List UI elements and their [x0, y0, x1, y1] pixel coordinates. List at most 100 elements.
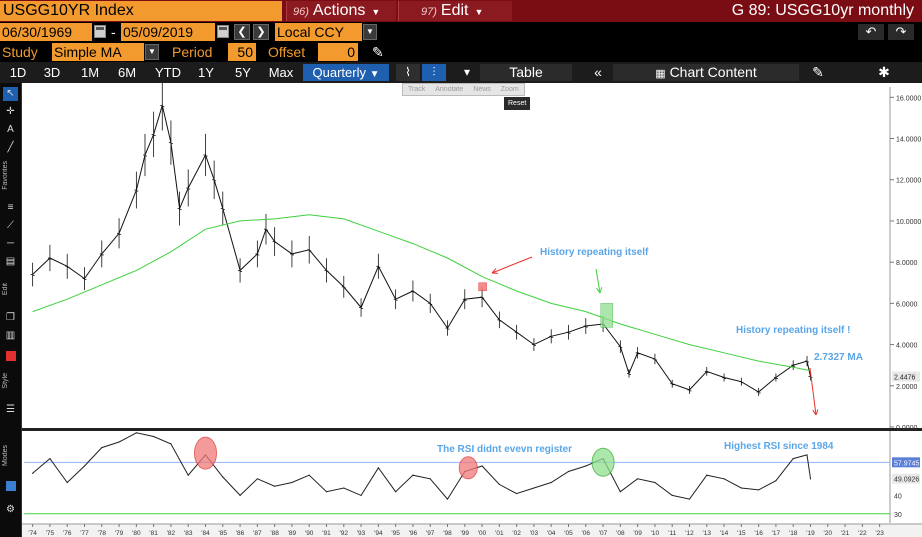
delete-icon[interactable]: ▥ — [5, 330, 16, 341]
chevron-down-icon[interactable]: ▼ — [363, 24, 377, 40]
range-button-5y[interactable]: 5Y — [235, 65, 251, 80]
annotation-highest-rsi: Highest RSI since 1984 — [724, 441, 834, 452]
crosshair-icon[interactable]: ✛ — [6, 106, 15, 117]
edit-chart-icon[interactable]: ✎ — [806, 64, 830, 81]
x-tick-label: '79 — [115, 530, 124, 537]
ticker-input[interactable]: USGG10YR Index — [0, 1, 282, 21]
x-tick-label: '09 — [633, 530, 642, 537]
chart-icon: ▦ — [655, 68, 666, 80]
study-select[interactable]: Simple MA — [52, 43, 144, 61]
period-input[interactable]: 50 — [228, 43, 256, 61]
rsi-circle-1984 — [193, 436, 217, 470]
favorites-label: Favorites — [2, 161, 9, 190]
chevron-down-icon: ▼ — [371, 7, 381, 17]
rsi-point — [809, 478, 812, 480]
copy-icon[interactable]: ❐ — [6, 312, 15, 323]
range-button-1y[interactable]: 1Y — [198, 65, 214, 80]
mode-icon[interactable] — [3, 481, 18, 495]
x-tick-label: '74 — [28, 530, 37, 537]
range-button-ytd[interactable]: YTD — [155, 65, 181, 80]
rsi-point — [792, 458, 794, 460]
pencil-icon[interactable]: ✎ — [372, 44, 384, 60]
rsi-point — [498, 483, 500, 485]
x-tick-label: '94 — [374, 530, 383, 537]
arrow-to-2000-peak — [491, 256, 533, 274]
prev-period-button[interactable]: ❮ — [234, 24, 250, 40]
chart-toolbar: 1D 3D 1M 6M YTD 1Y 5Y Max Quarterly ▼ ⌇ ⫶ ▾ Tab… — [0, 62, 922, 83]
calendar-icon[interactable] — [94, 25, 106, 38]
line-chart-icon[interactable]: ⌇ — [396, 64, 420, 81]
rsi-point — [66, 481, 68, 484]
frequency-select[interactable]: Quarterly ▼ — [303, 64, 389, 81]
price-and-rsi-chart[interactable]: 16.0000 14.0000 12.0000 10.0000 8.0000 6.0000… — [22, 83, 922, 537]
rsi-y-tick-label: 49.0926 — [894, 477, 919, 484]
x-tick-label: '21 — [841, 530, 850, 537]
next-period-button[interactable]: ❯ — [253, 24, 269, 40]
arrow-down-forecast — [809, 367, 817, 416]
fibonacci-icon[interactable]: ≡ — [7, 202, 14, 213]
highlight-box-2000 — [478, 282, 487, 292]
track-mode-button[interactable]: Track — [408, 86, 426, 93]
table-button[interactable]: Table — [480, 64, 572, 81]
zoom-mode-button[interactable]: Zoom — [500, 86, 519, 93]
rsi-point — [654, 481, 656, 484]
start-date-field[interactable]: 06/30/1969 — [0, 23, 92, 41]
chevron-down-icon: ▼ — [369, 69, 380, 80]
chevron-down-icon[interactable]: ▼ — [145, 44, 159, 60]
offset-input[interactable]: 0 — [318, 43, 358, 61]
range-button-max[interactable]: Max — [268, 65, 294, 80]
x-tick-label: '02 — [512, 530, 521, 537]
end-date-field[interactable]: 05/09/2019 — [121, 23, 215, 41]
chart-area[interactable]: 16.0000 14.0000 12.0000 10.0000 8.0000 6.0000… — [22, 83, 922, 537]
text-icon[interactable]: A — [7, 124, 14, 135]
annotate-mode-button[interactable]: Annotate — [435, 86, 464, 93]
channel-icon[interactable]: ▤ — [5, 256, 16, 267]
rsi-point — [377, 467, 379, 469]
x-tick-label: '88 — [270, 530, 279, 537]
rsi-circle-2007 — [591, 447, 615, 477]
color-red-icon[interactable] — [3, 351, 18, 365]
chart-content-button[interactable]: ▦ Chart Content — [613, 64, 799, 81]
x-tick-label: '98 — [443, 530, 452, 537]
bar-chart-icon[interactable]: ⫶ — [422, 64, 446, 81]
range-button-3d[interactable]: 3D — [43, 65, 61, 80]
range-button-6m[interactable]: 6M — [117, 65, 137, 80]
currency-select[interactable]: Local CCY — [275, 23, 362, 41]
brush-icon[interactable]: ⟋ — [7, 220, 14, 231]
price-y-tick-label: 0.0000 — [896, 425, 918, 432]
rsi-point — [619, 491, 621, 493]
line-icon[interactable]: ─ — [6, 238, 15, 249]
collapse-icon[interactable]: « — [585, 64, 611, 81]
moving-average-line — [32, 214, 811, 372]
line-style-icon[interactable]: ☰ — [6, 404, 15, 415]
x-tick-label: '86 — [236, 530, 245, 537]
date-range-bar: 06/30/1969 - 05/09/2019 ❮ ❯ Local CCY ▼ … — [0, 22, 922, 42]
x-tick-label: '99 — [461, 530, 470, 537]
rsi-point — [637, 478, 639, 480]
range-button-1d[interactable]: 1D — [9, 65, 27, 80]
settings-small-icon[interactable]: ⚙ — [6, 504, 15, 515]
edit-menu[interactable]: 97) Edit ▼ — [398, 1, 512, 21]
news-mode-button[interactable]: News — [473, 86, 491, 93]
rsi-circle-2000 — [458, 456, 478, 480]
actions-menu[interactable]: 96) Actions ▼ — [286, 1, 396, 21]
rsi-point — [187, 474, 189, 476]
redo-icon[interactable]: ↷ — [888, 24, 914, 40]
rsi-point — [222, 476, 224, 478]
style-label: Style — [2, 373, 9, 389]
range-button-1m[interactable]: 1M — [80, 65, 100, 80]
cursor-icon[interactable]: ↖ — [3, 87, 18, 101]
frequency-label: Quarterly — [312, 65, 366, 80]
x-tick-label: '13 — [703, 530, 712, 537]
undo-icon[interactable]: ↶ — [858, 24, 884, 40]
arrow-to-2000-peak-head — [491, 268, 499, 274]
calendar-icon[interactable] — [217, 25, 229, 38]
chevron-down-icon[interactable]: ▾ — [455, 64, 479, 81]
x-tick-label: '91 — [322, 530, 331, 537]
trendline-icon[interactable]: ╱ — [7, 142, 14, 153]
reset-zoom-button[interactable]: Reset — [504, 97, 531, 110]
rsi-point — [343, 487, 345, 489]
gear-icon[interactable]: ✱ — [872, 64, 896, 81]
period-label: Period — [172, 44, 213, 60]
x-tick-label: '06 — [582, 530, 591, 537]
